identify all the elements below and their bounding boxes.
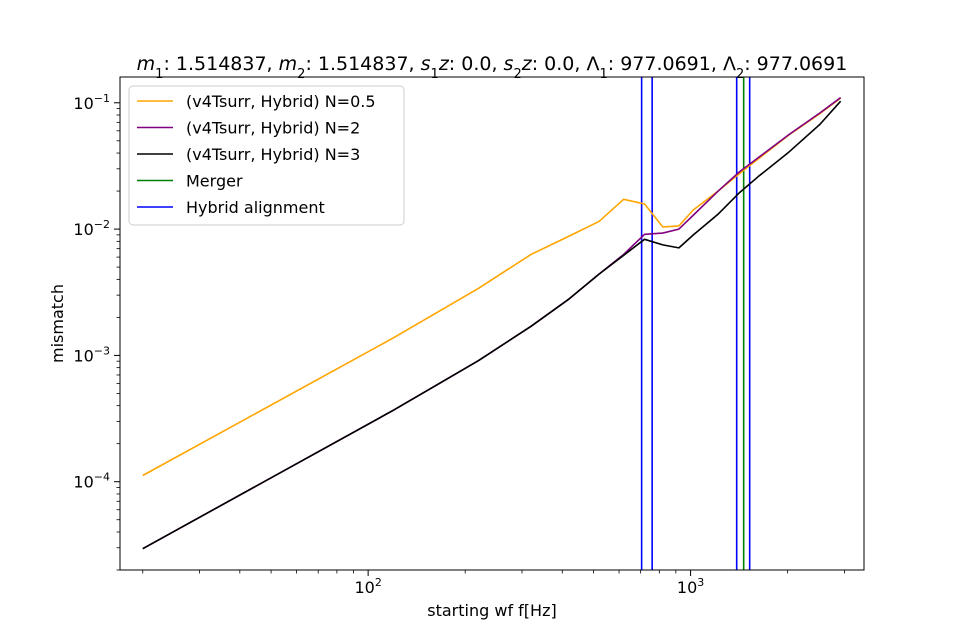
legend-box — [128, 85, 405, 226]
legend-label: Merger — [186, 172, 243, 191]
legend-label: Hybrid alignment — [186, 198, 325, 217]
chart-title: m1: 1.514837, m2: 1.514837, s1z: 0.0, s2… — [137, 53, 848, 82]
y-tick-label: 10−2 — [73, 218, 110, 239]
axes-frame — [119, 76, 865, 571]
legend-label: (v4Tsurr, Hybrid) N=3 — [186, 145, 360, 164]
x-axis-label-text: starting wf f[Hz] — [427, 601, 556, 620]
x-tick-label: 102 — [354, 576, 381, 597]
y-tick-label: 10−3 — [73, 344, 110, 365]
x-tick-label: 103 — [677, 576, 704, 597]
y-axis-ticks: 10−4 10−3 10−2 10−1 — [73, 92, 120, 571]
x-axis-label: starting wf f[Hz] — [427, 601, 556, 620]
y-tick-label: 10−1 — [73, 92, 110, 113]
y-axis-label-text: mismatch — [48, 284, 67, 363]
series-line-2 — [142, 100, 842, 550]
chart-title-text: m1: 1.514837, m2: 1.514837, s1z: 0.0, s2… — [137, 53, 848, 82]
legend: (v4Tsurr, Hybrid) N=0.5 (v4Tsurr, Hybrid)… — [128, 85, 405, 226]
y-tick-label: 10−4 — [73, 471, 110, 492]
x-axis-ticks: 102 103 — [142, 570, 845, 597]
legend-label: (v4Tsurr, Hybrid) N=2 — [186, 119, 360, 138]
legend-label: (v4Tsurr, Hybrid) N=0.5 — [186, 92, 376, 111]
plot-area — [119, 76, 865, 571]
y-axis-label: mismatch — [48, 284, 67, 363]
